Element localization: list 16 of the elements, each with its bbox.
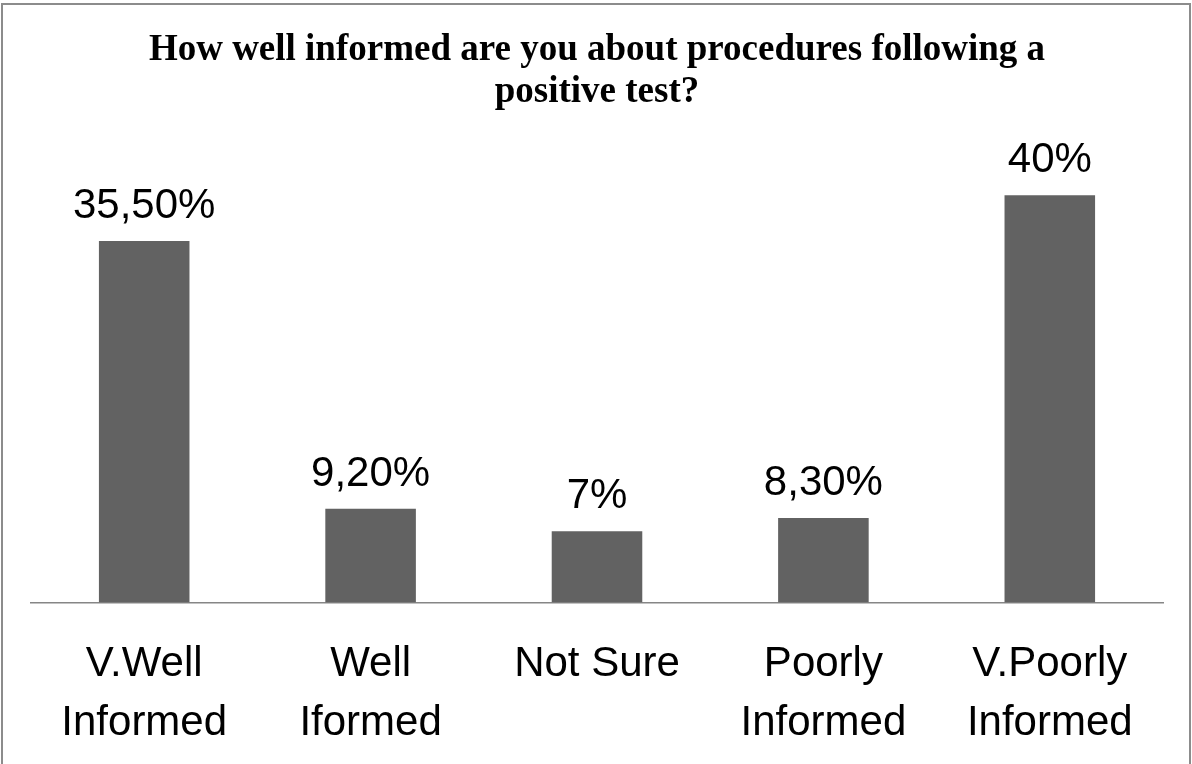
x-tick-label: V.Poorly Informed <box>966 638 1133 745</box>
bar <box>1004 195 1096 603</box>
x-tick-label: Well Iformed <box>299 638 442 745</box>
chart-title: How well informed are you about procedures following a positive test? <box>148 26 1046 110</box>
bar <box>325 508 416 603</box>
x-tick-label: Poorly Informed <box>740 638 907 745</box>
data-label: 35,50% <box>72 180 216 228</box>
x-tick-label: V.Well Informed <box>61 638 228 745</box>
data-label: 7% <box>566 470 628 518</box>
x-tick-label: Not Sure <box>514 638 680 686</box>
bar <box>98 241 190 603</box>
data-label: 8,30% <box>763 456 883 504</box>
data-label: 9,20% <box>311 447 431 495</box>
bar <box>551 531 643 603</box>
bar <box>778 517 869 603</box>
data-label: 40% <box>1007 134 1092 182</box>
